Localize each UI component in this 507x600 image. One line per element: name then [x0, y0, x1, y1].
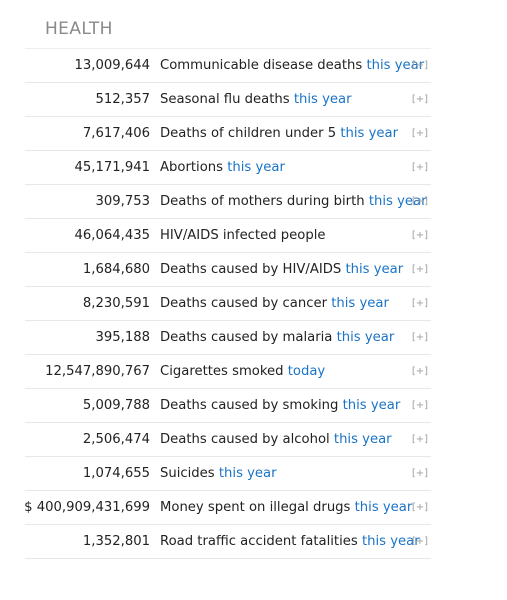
expand-button[interactable]: [+]	[411, 468, 428, 479]
counter-row: 8,230,591 Deaths caused by cancer this y…	[25, 287, 431, 321]
counter-label: Deaths caused by HIV/AIDS	[160, 262, 342, 277]
period-link[interactable]: this year	[368, 194, 427, 209]
expand-button[interactable]: [+]	[411, 196, 428, 207]
counter-description: Deaths caused by alcohol this year	[160, 423, 392, 457]
expand-button[interactable]: [+]	[411, 162, 428, 173]
counter-value: 45,171,941	[74, 160, 150, 175]
period-link[interactable]: this year	[227, 160, 285, 175]
counter-label: Cigarettes smoked	[160, 364, 284, 379]
counter-row: 46,064,435 HIV/AIDS infected people [+]	[25, 219, 431, 253]
period-link[interactable]: this year	[336, 330, 395, 345]
counter-label: Suicides	[160, 466, 215, 481]
counter-value: 395,188	[95, 330, 150, 345]
period-link[interactable]: this year	[340, 126, 399, 141]
counter-description: Deaths caused by cancer this year	[160, 287, 389, 321]
counter-row: 2,506,474 Deaths caused by alcohol this …	[25, 423, 431, 457]
expand-button[interactable]: [+]	[411, 298, 428, 309]
counter-description: Deaths caused by smoking this year	[160, 389, 400, 423]
expand-button[interactable]: [+]	[411, 332, 428, 343]
counter-row: 309,753 Deaths of mothers during birth t…	[25, 185, 431, 219]
counter-row: 512,357 Seasonal flu deaths this year [+…	[25, 83, 431, 117]
counter-value: 512,357	[95, 92, 150, 107]
counter-value: 1,352,801	[82, 534, 150, 549]
counter-row: 1,352,801 Road traffic accident fataliti…	[25, 525, 431, 559]
counter-value: 46,064,435	[74, 228, 150, 243]
counter-row: 12,547,890,767 Cigarettes smoked today […	[25, 355, 431, 389]
counter-row: 13,009,644 Communicable disease deaths t…	[25, 49, 431, 83]
counter-label: Seasonal flu deaths	[160, 92, 290, 107]
counter-row: 1,684,680 Deaths caused by HIV/AIDS this…	[25, 253, 431, 287]
expand-button[interactable]: [+]	[411, 366, 428, 377]
counter-label: HIV/AIDS infected people	[160, 228, 326, 243]
counter-description: Suicides this year	[160, 457, 277, 491]
period-link[interactable]: this year	[345, 262, 404, 277]
counter-description: Money spent on illegal drugs this year	[160, 491, 412, 525]
counter-value: 12,547,890,767	[45, 364, 150, 379]
counter-label: Money spent on illegal drugs	[160, 500, 351, 515]
expand-button[interactable]: [+]	[411, 536, 428, 547]
expand-button[interactable]: [+]	[411, 94, 428, 105]
period-link[interactable]: today	[287, 364, 326, 379]
counter-label: Deaths caused by malaria	[160, 330, 333, 345]
expand-button[interactable]: [+]	[411, 230, 428, 241]
counter-label: Deaths of mothers during birth	[160, 194, 365, 209]
section-title: HEALTH	[45, 19, 113, 39]
counter-value: 7,617,406	[82, 126, 150, 141]
counter-row: 7,617,406 Deaths of children under 5 thi…	[25, 117, 431, 151]
counter-label: Road traffic accident fatalities	[160, 534, 358, 549]
counter-list: 13,009,644 Communicable disease deaths t…	[24, 48, 431, 559]
counter-row: 5,009,788 Deaths caused by smoking this …	[25, 389, 431, 423]
expand-button[interactable]: [+]	[411, 60, 428, 71]
counter-value: $ 400,909,431,699	[24, 500, 150, 515]
period-link[interactable]: this year	[331, 296, 389, 311]
expand-button[interactable]: [+]	[411, 434, 428, 445]
counter-description: HIV/AIDS infected people	[160, 219, 325, 253]
period-link[interactable]: this year	[293, 92, 352, 107]
counter-description: Communicable disease deaths this year	[160, 49, 424, 83]
period-link[interactable]: this year	[333, 432, 392, 447]
expand-button[interactable]: [+]	[411, 400, 428, 411]
counter-label: Deaths caused by alcohol	[160, 432, 330, 447]
counter-description: Road traffic accident fatalities this ye…	[160, 525, 420, 559]
counter-label: Deaths caused by cancer	[160, 296, 328, 311]
counter-label: Abortions	[160, 160, 224, 175]
counter-description: Deaths of mothers during birth this year	[160, 185, 427, 219]
counter-label: Deaths of children under 5	[160, 126, 337, 141]
period-link[interactable]: this year	[342, 398, 401, 413]
period-link[interactable]: this year	[361, 534, 420, 549]
counter-description: Deaths caused by malaria this year	[160, 321, 394, 355]
counter-description: Cigarettes smoked today	[160, 355, 325, 389]
counter-row: $ 400,909,431,699 Money spent on illegal…	[24, 491, 431, 525]
counter-value: 1,074,655	[82, 466, 150, 481]
counter-value: 2,506,474	[82, 432, 150, 447]
counter-value: 13,009,644	[74, 58, 150, 73]
period-link[interactable]: this year	[354, 500, 413, 515]
counter-description: Deaths of children under 5 this year	[160, 117, 398, 151]
counter-label: Communicable disease deaths	[160, 58, 363, 73]
expand-button[interactable]: [+]	[411, 502, 428, 513]
counter-label: Deaths caused by smoking	[160, 398, 339, 413]
counter-row: 1,074,655 Suicides this year [+]	[25, 457, 431, 491]
expand-button[interactable]: [+]	[411, 128, 428, 139]
period-link[interactable]: this year	[218, 466, 277, 481]
counter-value: 1,684,680	[82, 262, 150, 277]
counter-description: Abortions this year	[160, 151, 285, 185]
period-link[interactable]: this year	[366, 58, 425, 73]
counter-description: Seasonal flu deaths this year	[160, 83, 352, 117]
counter-row: 45,171,941 Abortions this year [+]	[25, 151, 431, 185]
counter-row: 395,188 Deaths caused by malaria this ye…	[25, 321, 431, 355]
counter-value: 309,753	[95, 194, 150, 209]
expand-button[interactable]: [+]	[411, 264, 428, 275]
counter-description: Deaths caused by HIV/AIDS this year	[160, 253, 403, 287]
counter-value: 8,230,591	[82, 296, 150, 311]
counter-value: 5,009,788	[82, 398, 150, 413]
